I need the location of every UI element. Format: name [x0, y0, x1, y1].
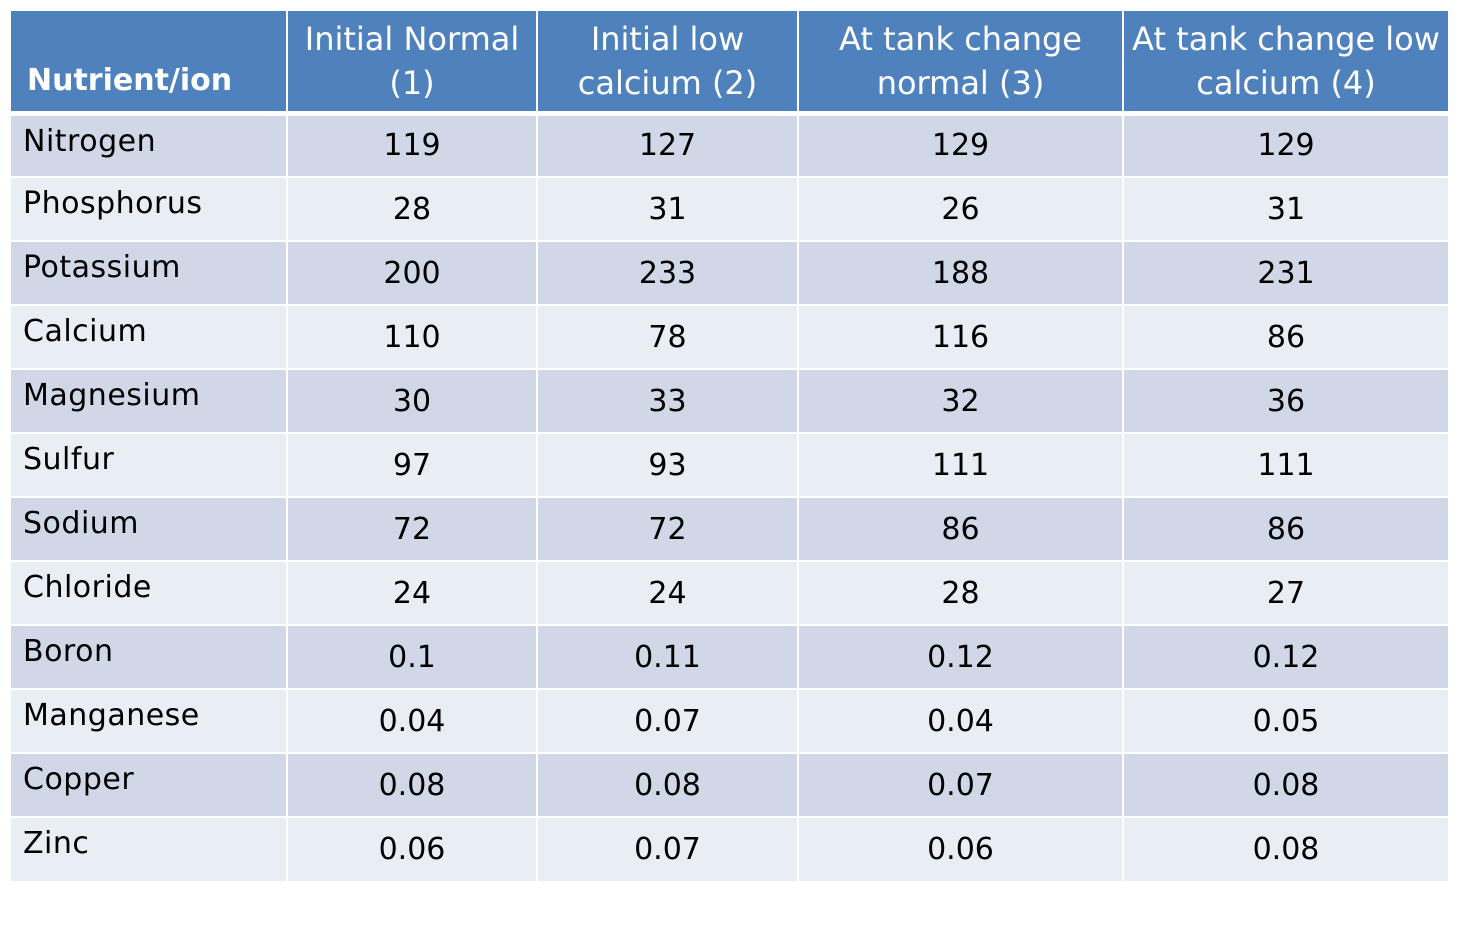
- cell-nitrogen-initial-normal: 119: [287, 112, 538, 177]
- cell-sulfur-tank-change-normal: 111: [798, 432, 1124, 497]
- cell-sulfur-name: Sulfur: [11, 432, 288, 497]
- cell-nitrogen-tank-change-low-calcium: 129: [1123, 112, 1448, 177]
- cell-phosphorus-name: Phosphorus: [11, 176, 288, 241]
- cell-magnesium-tank-change-low-calcium: 36: [1123, 368, 1448, 433]
- table-row: Zinc 0.06 0.07 0.06 0.08: [11, 816, 1448, 881]
- nutrient-table: Nutrient/ion Initial Normal (1) Initial …: [11, 11, 1448, 881]
- cell-chloride-name: Chloride: [11, 560, 288, 625]
- cell-copper-initial-normal: 0.08: [287, 752, 538, 817]
- cell-potassium-name: Potassium: [11, 240, 288, 305]
- cell-nitrogen-name: Nitrogen: [11, 112, 288, 177]
- cell-magnesium-initial-low-calcium: 33: [537, 368, 799, 433]
- table-row: Sulfur 97 93 111 111: [11, 432, 1448, 497]
- cell-zinc-initial-low-calcium: 0.07: [537, 816, 799, 881]
- cell-sodium-initial-low-calcium: 72: [537, 496, 799, 561]
- cell-potassium-initial-normal: 200: [287, 240, 538, 305]
- table-row: Chloride 24 24 28 27: [11, 560, 1448, 625]
- cell-sulfur-tank-change-low-calcium: 111: [1123, 432, 1448, 497]
- cell-boron-initial-normal: 0.1: [287, 624, 538, 689]
- cell-sodium-tank-change-low-calcium: 86: [1123, 496, 1448, 561]
- cell-chloride-tank-change-low-calcium: 27: [1123, 560, 1448, 625]
- cell-sodium-name: Sodium: [11, 496, 288, 561]
- header-row: Nutrient/ion Initial Normal (1) Initial …: [11, 11, 1448, 113]
- cell-sulfur-initial-normal: 97: [287, 432, 538, 497]
- cell-copper-initial-low-calcium: 0.08: [537, 752, 799, 817]
- cell-nitrogen-initial-low-calcium: 127: [537, 112, 799, 177]
- cell-chloride-initial-low-calcium: 24: [537, 560, 799, 625]
- cell-copper-name: Copper: [11, 752, 288, 817]
- table-row: Calcium 110 78 116 86: [11, 304, 1448, 369]
- table-row: Magnesium 30 33 32 36: [11, 368, 1448, 433]
- cell-zinc-tank-change-low-calcium: 0.08: [1123, 816, 1448, 881]
- cell-copper-tank-change-normal: 0.07: [798, 752, 1124, 817]
- header-nutrient-ion: Nutrient/ion: [11, 11, 288, 113]
- cell-phosphorus-initial-low-calcium: 31: [537, 176, 799, 241]
- cell-potassium-initial-low-calcium: 233: [537, 240, 799, 305]
- cell-manganese-tank-change-low-calcium: 0.05: [1123, 688, 1448, 753]
- cell-boron-tank-change-low-calcium: 0.12: [1123, 624, 1448, 689]
- cell-chloride-tank-change-normal: 28: [798, 560, 1124, 625]
- cell-sodium-tank-change-normal: 86: [798, 496, 1124, 561]
- table-row: Sodium 72 72 86 86: [11, 496, 1448, 561]
- cell-nitrogen-tank-change-normal: 129: [798, 112, 1124, 177]
- cell-boron-tank-change-normal: 0.12: [798, 624, 1124, 689]
- cell-calcium-tank-change-normal: 116: [798, 304, 1124, 369]
- cell-phosphorus-tank-change-normal: 26: [798, 176, 1124, 241]
- cell-calcium-name: Calcium: [11, 304, 288, 369]
- cell-calcium-initial-low-calcium: 78: [537, 304, 799, 369]
- header-initial-low-calcium: Initial low calcium (2): [537, 11, 799, 113]
- cell-manganese-initial-normal: 0.04: [287, 688, 538, 753]
- cell-manganese-initial-low-calcium: 0.07: [537, 688, 799, 753]
- nutrient-table-container: Nutrient/ion Initial Normal (1) Initial …: [11, 11, 1448, 881]
- header-initial-normal: Initial Normal (1): [287, 11, 538, 113]
- cell-boron-name: Boron: [11, 624, 288, 689]
- cell-sulfur-initial-low-calcium: 93: [537, 432, 799, 497]
- table-row: Boron 0.1 0.11 0.12 0.12: [11, 624, 1448, 689]
- header-tank-change-low-calcium: At tank change low calcium (4): [1123, 11, 1448, 113]
- table-row: Phosphorus 28 31 26 31: [11, 176, 1448, 241]
- table-body: Nitrogen 119 127 129 129 Phosphorus 28 31 26 31 Po…: [11, 112, 1448, 881]
- cell-phosphorus-tank-change-low-calcium: 31: [1123, 176, 1448, 241]
- cell-zinc-tank-change-normal: 0.06: [798, 816, 1124, 881]
- cell-chloride-initial-normal: 24: [287, 560, 538, 625]
- cell-magnesium-tank-change-normal: 32: [798, 368, 1124, 433]
- cell-zinc-name: Zinc: [11, 816, 288, 881]
- table-row: Copper 0.08 0.08 0.07 0.08: [11, 752, 1448, 817]
- cell-calcium-initial-normal: 110: [287, 304, 538, 369]
- cell-potassium-tank-change-normal: 188: [798, 240, 1124, 305]
- cell-sodium-initial-normal: 72: [287, 496, 538, 561]
- cell-zinc-initial-normal: 0.06: [287, 816, 538, 881]
- cell-magnesium-name: Magnesium: [11, 368, 288, 433]
- cell-manganese-name: Manganese: [11, 688, 288, 753]
- cell-magnesium-initial-normal: 30: [287, 368, 538, 433]
- table-row: Nitrogen 119 127 129 129: [11, 112, 1448, 177]
- table-row: Potassium 200 233 188 231: [11, 240, 1448, 305]
- cell-manganese-tank-change-normal: 0.04: [798, 688, 1124, 753]
- cell-boron-initial-low-calcium: 0.11: [537, 624, 799, 689]
- cell-potassium-tank-change-low-calcium: 231: [1123, 240, 1448, 305]
- cell-phosphorus-initial-normal: 28: [287, 176, 538, 241]
- header-tank-change-normal: At tank change normal (3): [798, 11, 1124, 113]
- table-row: Manganese 0.04 0.07 0.04 0.05: [11, 688, 1448, 753]
- cell-calcium-tank-change-low-calcium: 86: [1123, 304, 1448, 369]
- cell-copper-tank-change-low-calcium: 0.08: [1123, 752, 1448, 817]
